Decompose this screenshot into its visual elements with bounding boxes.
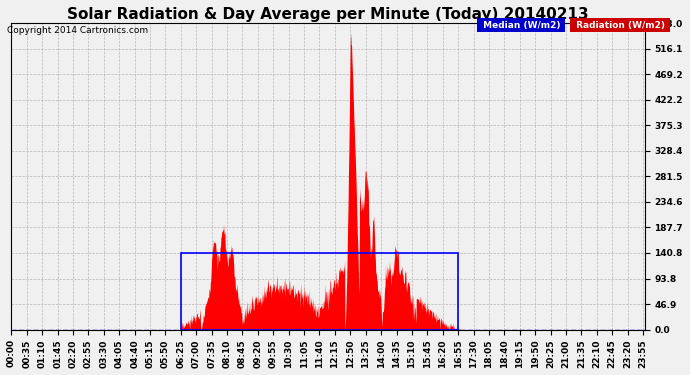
Bar <box>181 253 458 330</box>
Text: Median (W/m2): Median (W/m2) <box>480 21 563 30</box>
Title: Solar Radiation & Day Average per Minute (Today) 20140213: Solar Radiation & Day Average per Minute… <box>67 7 589 22</box>
Text: Radiation (W/m2): Radiation (W/m2) <box>573 21 668 30</box>
Text: Copyright 2014 Cartronics.com: Copyright 2014 Cartronics.com <box>7 26 148 35</box>
